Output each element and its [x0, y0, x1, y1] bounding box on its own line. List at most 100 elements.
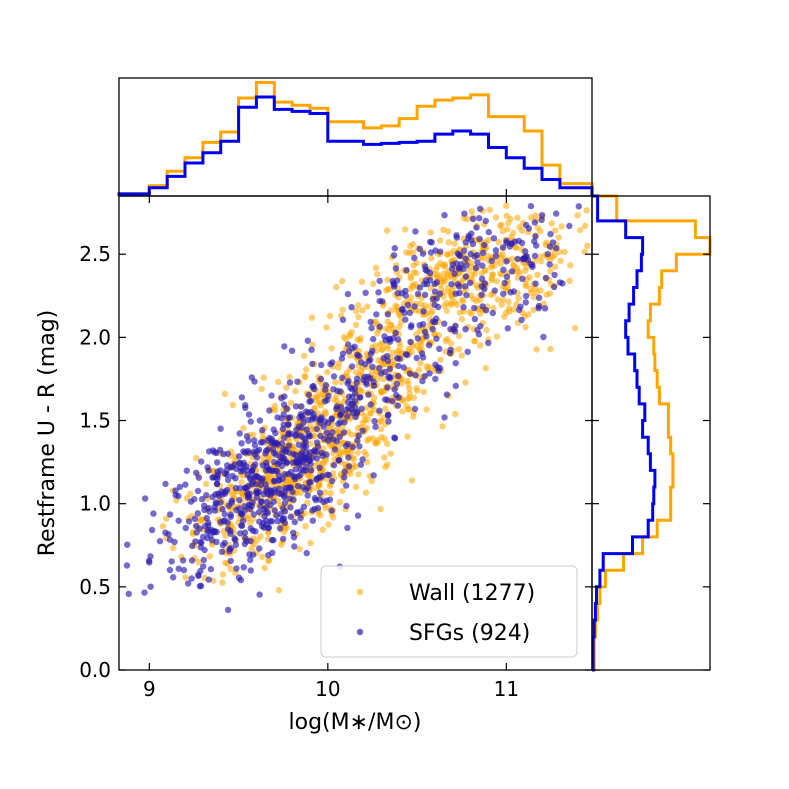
sfg-point — [522, 221, 530, 229]
sfg-point — [193, 522, 200, 530]
sfg-point — [508, 268, 516, 275]
sfg-point — [452, 360, 459, 367]
sfg-point — [221, 510, 228, 518]
wall-point — [292, 388, 299, 395]
sfg-point — [250, 463, 257, 470]
sfg-point — [197, 582, 205, 589]
sfg-point — [391, 435, 399, 442]
sfg-point — [170, 574, 177, 581]
wall-point — [552, 227, 559, 234]
wall-point — [408, 477, 416, 484]
wall-point — [551, 263, 559, 270]
wall-point — [275, 378, 282, 386]
wall-point — [447, 301, 455, 308]
sfg-point — [485, 228, 492, 236]
sfg-point — [271, 507, 278, 514]
sfg-point — [339, 316, 347, 323]
wall-point — [296, 545, 303, 553]
sfg-point — [504, 325, 511, 332]
wall-point — [504, 226, 511, 233]
sfg-point — [272, 467, 279, 474]
sfg-point — [256, 518, 263, 525]
wall-point — [378, 346, 386, 353]
wall-point — [477, 342, 484, 349]
sfg-point — [330, 462, 338, 469]
sfg-point — [201, 546, 208, 554]
wall-point — [551, 251, 558, 259]
wall-point — [462, 379, 469, 386]
sfg-point — [243, 538, 250, 545]
sfg-point — [245, 411, 253, 418]
sfg-point — [340, 429, 348, 436]
sfg-point — [294, 378, 301, 385]
sfg-point — [218, 488, 225, 495]
wall-point — [427, 229, 434, 236]
sfg-point — [233, 565, 240, 572]
sfg-point — [292, 466, 300, 473]
sfg-point — [325, 437, 332, 444]
sfg-point — [271, 458, 278, 466]
scatter-points-layer — [123, 202, 591, 614]
wall-point — [335, 360, 342, 367]
sfg-point — [313, 476, 320, 483]
sfg-point — [370, 335, 377, 343]
wall-point — [336, 499, 344, 506]
wall-point — [428, 255, 435, 262]
sfg-point — [286, 414, 294, 421]
sfg-point — [191, 515, 199, 522]
wall-point — [340, 398, 347, 406]
sfg-point — [478, 291, 485, 298]
wall-point — [493, 278, 500, 285]
sfg-point — [279, 454, 286, 462]
sfg-point — [462, 255, 469, 263]
sfg-point — [357, 461, 365, 468]
sfg-point — [211, 507, 219, 514]
wall-point — [352, 483, 360, 491]
sfg-point — [301, 435, 309, 443]
wall-point — [406, 405, 413, 413]
wall-point — [440, 262, 447, 269]
sfg-point — [281, 393, 288, 400]
sfg-point — [290, 496, 297, 503]
wall-point — [471, 337, 479, 345]
sfg-point — [356, 443, 363, 450]
sfg-point — [175, 517, 182, 524]
wall-point — [415, 366, 423, 373]
legend-sfg-marker — [356, 628, 364, 636]
sfg-point — [348, 385, 356, 393]
sfg-point — [281, 499, 289, 507]
wall-point — [581, 222, 589, 229]
wall-point — [357, 386, 364, 394]
sfg-point — [489, 309, 496, 317]
wall-point — [440, 275, 447, 282]
wall-point — [348, 431, 355, 438]
sfg-point — [148, 526, 156, 534]
sfg-point — [344, 524, 351, 532]
sfg-point — [240, 564, 247, 571]
wall-point — [239, 490, 246, 497]
sfg-point — [317, 375, 325, 383]
sfg-point — [201, 523, 209, 530]
wall-point — [323, 324, 330, 331]
sfg-point — [462, 273, 470, 280]
wall-point — [187, 490, 194, 497]
sfg-point — [237, 576, 245, 584]
wall-point — [170, 544, 177, 552]
sfg-point — [244, 471, 251, 479]
wall-point — [364, 437, 371, 444]
sfg-point — [266, 407, 273, 414]
sfg-point — [221, 539, 228, 547]
sfg-point — [141, 495, 149, 502]
sfg-point — [531, 252, 539, 260]
wall-point — [581, 248, 588, 255]
sfg-point — [431, 288, 439, 295]
sfg-point — [309, 507, 316, 514]
sfg-point — [436, 290, 444, 297]
sfg-point — [269, 549, 276, 556]
wall-point — [584, 242, 591, 250]
sfg-point — [267, 501, 274, 509]
sfg-point — [421, 280, 428, 288]
sfg-point — [290, 529, 297, 536]
sfg-point — [200, 556, 207, 564]
sfg-point — [251, 437, 258, 444]
